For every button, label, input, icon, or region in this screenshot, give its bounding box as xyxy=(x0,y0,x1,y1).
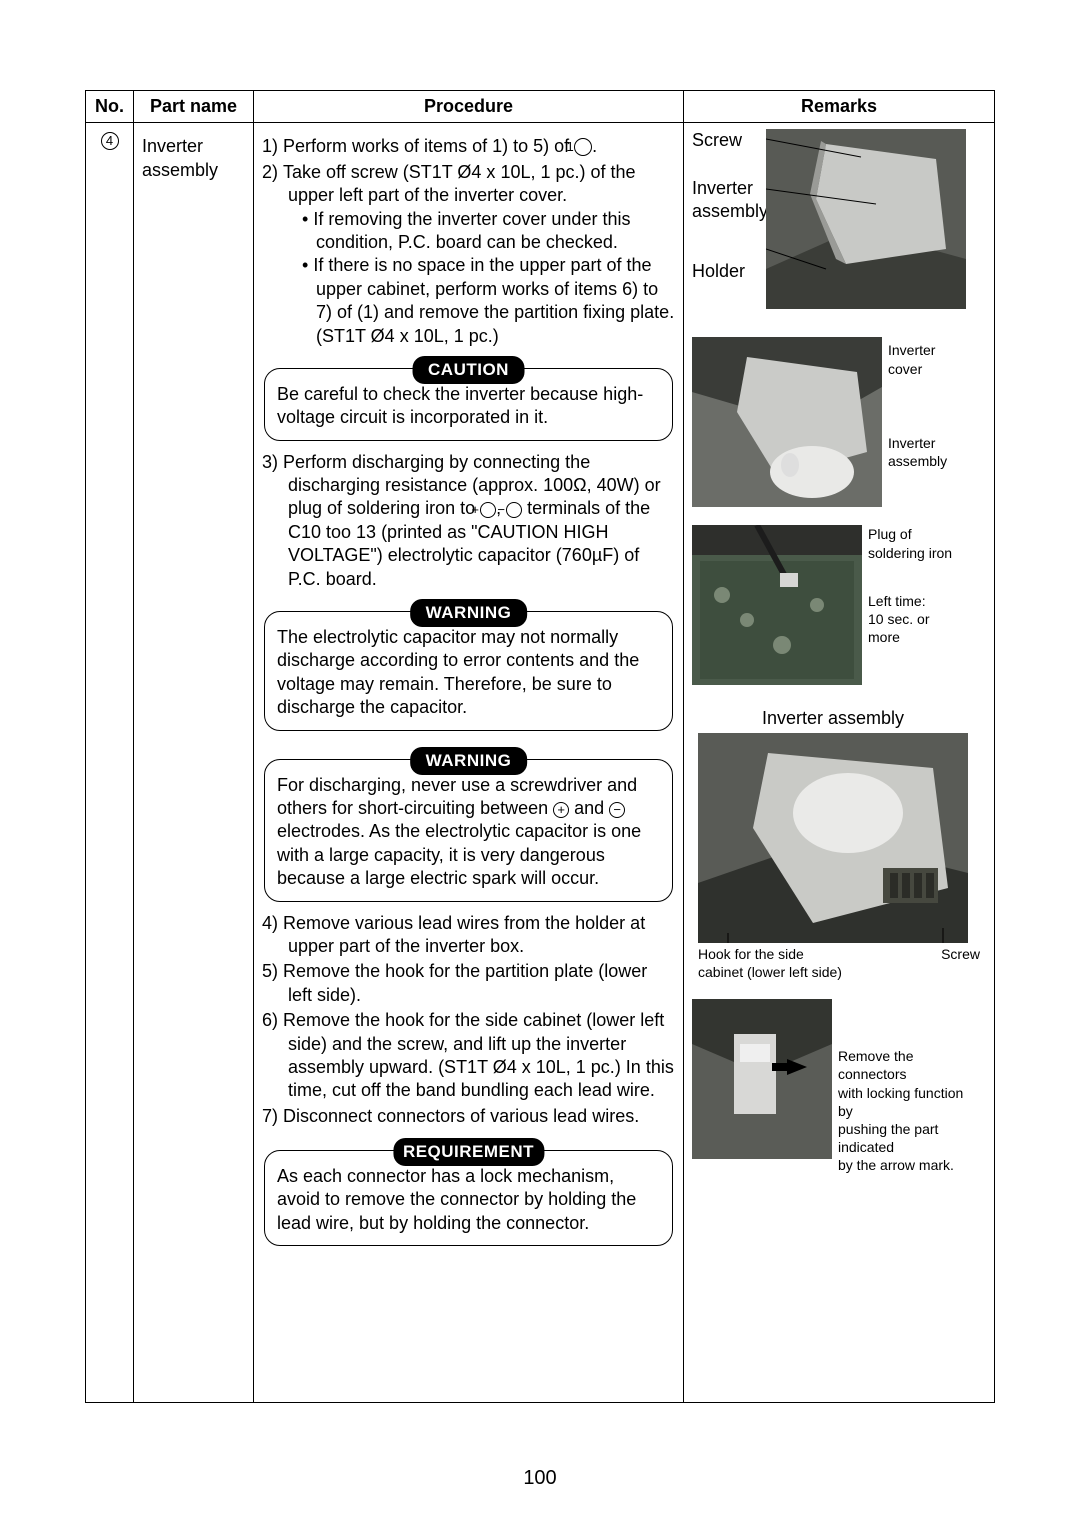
warning-1-text: The electrolytic capacitor may not norma… xyxy=(277,626,660,720)
figure-5: Remove the connectors with locking funct… xyxy=(692,999,986,1174)
figure-1: Screw Inverter assembly Holder xyxy=(692,129,986,309)
header-procedure: Procedure xyxy=(254,91,684,123)
fig1-photo-icon xyxy=(766,129,966,309)
fig4-label-screw: Screw xyxy=(941,945,980,981)
figure-2: Inverter cover Inverter assembly xyxy=(692,337,986,507)
row-number-icon: 4 xyxy=(101,132,119,150)
minus-icon: − xyxy=(609,802,625,818)
plus-icon: + xyxy=(553,802,569,818)
part-name-cell: Inverter assembly xyxy=(134,123,254,1403)
fig2-label-inverter: Inverter xyxy=(888,341,958,359)
page-number: 100 xyxy=(0,1467,1080,1490)
fig5-label-l2: with locking function by xyxy=(838,1084,966,1120)
warning-2-text: For discharging, never use a screwdriver… xyxy=(277,774,660,891)
caution-badge: CAUTION xyxy=(412,356,525,384)
warning-callout-2: WARNING For discharging, never use a scr… xyxy=(264,759,673,902)
fig3-label-plug: Plug of xyxy=(868,525,962,543)
fig3-label-soldering: soldering iron xyxy=(868,544,962,562)
part-name-l1: Inverter xyxy=(142,135,245,158)
step-1: 1) Perform works of items of 1) to 5) of… xyxy=(262,135,675,158)
fig2-label-inverter2: Inverter xyxy=(888,434,958,452)
caution-callout: CAUTION Be careful to check the inverter… xyxy=(264,368,673,441)
plus-icon: + xyxy=(480,502,496,518)
fig5-label-l1: Remove the connectors xyxy=(838,1047,966,1083)
step-7: 7) Disconnect connectors of various lead… xyxy=(262,1105,675,1128)
step-2-bullet-2: • If there is no space in the upper part… xyxy=(302,254,675,348)
minus-icon: − xyxy=(506,502,522,518)
step-5: 5) Remove the hook for the partition pla… xyxy=(262,960,675,1007)
fig3-label-left-time: Left time: xyxy=(868,592,962,610)
fig2-photo-icon xyxy=(692,337,882,507)
warning-badge-2: WARNING xyxy=(410,747,528,775)
fig2-label-assembly: assembly xyxy=(888,452,958,470)
fig1-label-holder: Holder xyxy=(692,260,760,283)
fig5-label-l4: by the arrow mark. xyxy=(838,1156,966,1174)
part-name-l2: assembly xyxy=(142,159,245,182)
figure-3: Plug of soldering iron Left time: 10 sec… xyxy=(692,525,986,685)
caution-text: Be careful to check the inverter because… xyxy=(277,383,660,430)
warning-callout-1: WARNING The electrolytic capacitor may n… xyxy=(264,611,673,731)
requirement-badge: REQUIREMENT xyxy=(393,1138,544,1166)
fig3-label-10sec: 10 sec. or more xyxy=(868,610,962,646)
ref-one-icon: 1 xyxy=(574,138,592,156)
header-remarks: Remarks xyxy=(684,91,995,123)
requirement-text: As each connector has a lock mechanism, … xyxy=(277,1165,660,1235)
step-6: 6) Remove the hook for the side cabinet … xyxy=(262,1009,675,1103)
fig3-photo-icon xyxy=(692,525,862,685)
fig1-label-inverter: Inverter xyxy=(692,177,760,200)
fig4-label-top: Inverter assembly xyxy=(692,707,986,730)
remarks-cell: Screw Inverter assembly Holder xyxy=(684,123,995,1403)
fig1-label-assembly: assembly xyxy=(692,200,760,223)
step-3: 3) Perform discharging by connecting the… xyxy=(262,451,675,591)
header-part: Part name xyxy=(134,91,254,123)
step-2: 2) Take off screw (ST1T Ø4 x 10L, 1 pc.)… xyxy=(262,161,675,348)
fig5-label-l3: pushing the part indicated xyxy=(838,1120,966,1156)
step-4: 4) Remove various lead wires from the ho… xyxy=(262,912,675,959)
fig5-photo-icon xyxy=(692,999,832,1159)
fig2-label-cover: cover xyxy=(888,360,958,378)
procedure-table: No. Part name Procedure Remarks 4 Invert… xyxy=(85,90,995,1403)
procedure-cell: 1) Perform works of items of 1) to 5) of… xyxy=(254,123,684,1403)
fig1-label-screw: Screw xyxy=(692,129,760,152)
fig4-photo-icon xyxy=(698,733,968,943)
fig4-label-hook2: cabinet (lower left side) xyxy=(698,963,842,981)
figure-4: Inverter assembly Hook xyxy=(692,707,986,981)
requirement-callout: REQUIREMENT As each connector has a lock… xyxy=(264,1150,673,1246)
header-no: No. xyxy=(86,91,134,123)
step-2-bullet-1: • If removing the inverter cover under t… xyxy=(302,208,675,255)
warning-badge-1: WARNING xyxy=(410,599,528,627)
fig4-label-hook1: Hook for the side xyxy=(698,945,842,963)
